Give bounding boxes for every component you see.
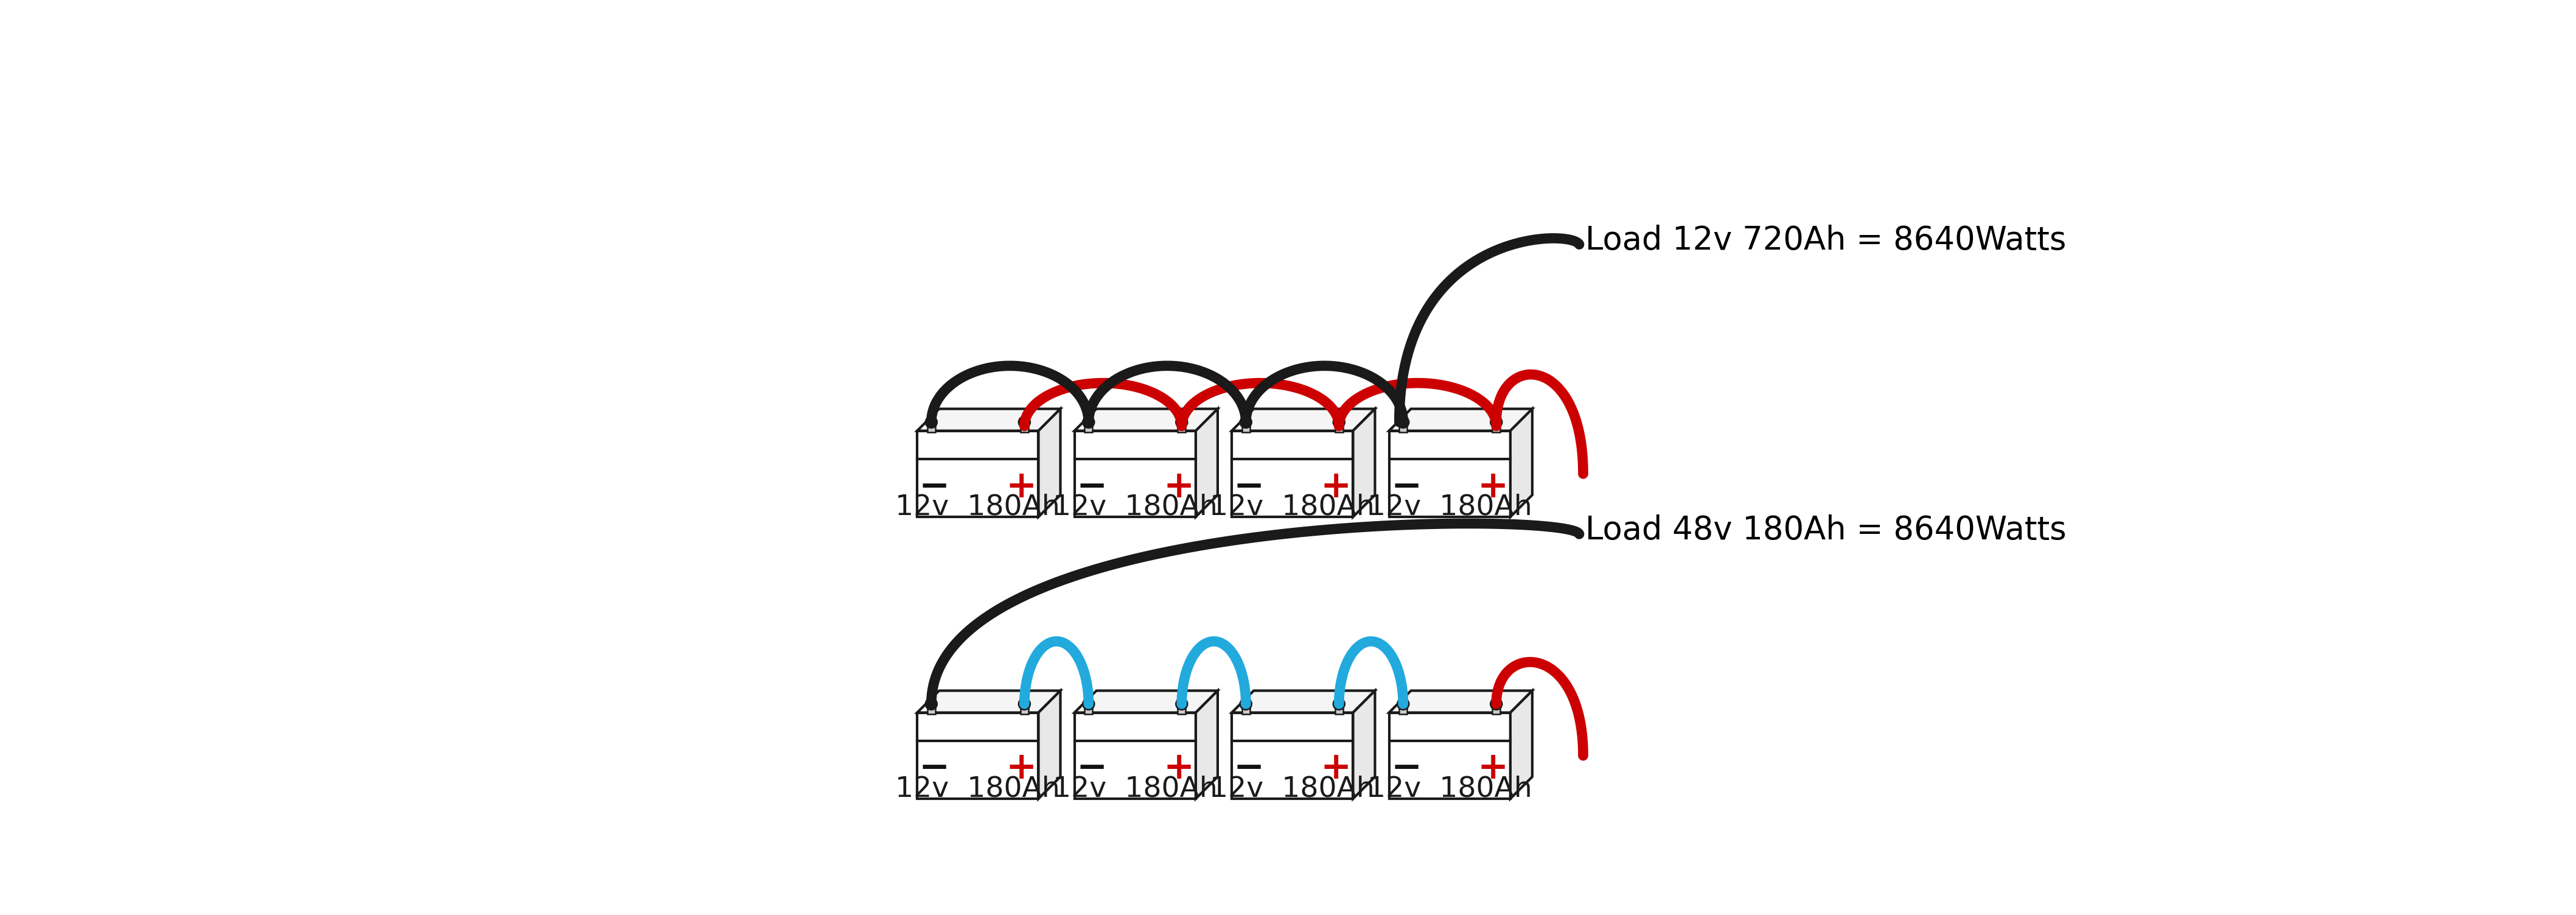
Polygon shape: [1510, 409, 1533, 517]
FancyBboxPatch shape: [927, 418, 935, 432]
Text: +: +: [1479, 468, 1510, 505]
FancyBboxPatch shape: [1020, 700, 1028, 714]
Text: −: −: [1391, 468, 1422, 505]
Text: −: −: [1391, 750, 1422, 787]
FancyBboxPatch shape: [1177, 700, 1185, 714]
Text: +: +: [1005, 468, 1038, 505]
Polygon shape: [917, 713, 1038, 799]
Polygon shape: [1195, 409, 1218, 517]
Text: 12v  180Ah: 12v 180Ah: [1211, 776, 1376, 803]
Text: Load 48v 180Ah = 8640Watts: Load 48v 180Ah = 8640Watts: [1584, 514, 2066, 546]
Text: +: +: [1321, 468, 1352, 505]
FancyBboxPatch shape: [927, 700, 935, 714]
Text: 12v  180Ah: 12v 180Ah: [1368, 776, 1533, 803]
Text: 12v  180Ah: 12v 180Ah: [1054, 494, 1218, 522]
Polygon shape: [1231, 409, 1376, 431]
Text: −: −: [920, 468, 951, 505]
FancyBboxPatch shape: [1334, 418, 1342, 432]
Text: 12v  180Ah: 12v 180Ah: [896, 494, 1061, 522]
Polygon shape: [1195, 691, 1218, 799]
FancyBboxPatch shape: [1399, 700, 1406, 714]
FancyBboxPatch shape: [1492, 418, 1499, 432]
Polygon shape: [1510, 691, 1533, 799]
FancyBboxPatch shape: [1334, 700, 1342, 714]
Text: 12v  180Ah: 12v 180Ah: [1054, 776, 1218, 803]
Text: +: +: [1479, 750, 1510, 787]
Text: +: +: [1162, 468, 1195, 505]
Polygon shape: [1231, 431, 1352, 517]
FancyBboxPatch shape: [1399, 418, 1406, 432]
Text: −: −: [920, 750, 951, 787]
FancyBboxPatch shape: [1084, 700, 1092, 714]
Text: +: +: [1321, 750, 1352, 787]
Text: −: −: [1234, 468, 1265, 505]
Text: +: +: [1162, 750, 1195, 787]
Polygon shape: [1074, 431, 1195, 517]
Polygon shape: [917, 409, 1061, 431]
Polygon shape: [1038, 409, 1061, 517]
Polygon shape: [1038, 691, 1061, 799]
FancyBboxPatch shape: [1177, 418, 1185, 432]
FancyBboxPatch shape: [1242, 418, 1249, 432]
Text: 12v  180Ah: 12v 180Ah: [896, 776, 1061, 803]
Text: −: −: [1234, 750, 1265, 787]
Text: 12v  180Ah: 12v 180Ah: [1211, 494, 1376, 522]
FancyBboxPatch shape: [1084, 418, 1092, 432]
Polygon shape: [1388, 431, 1510, 517]
Polygon shape: [917, 431, 1038, 517]
Polygon shape: [1388, 713, 1510, 799]
Text: +: +: [1005, 750, 1038, 787]
Polygon shape: [1231, 691, 1376, 713]
Text: −: −: [1077, 468, 1108, 505]
Polygon shape: [1231, 713, 1352, 799]
Polygon shape: [1074, 409, 1218, 431]
Polygon shape: [1352, 409, 1376, 517]
Polygon shape: [1352, 691, 1376, 799]
Text: Load 12v 720Ah = 8640Watts: Load 12v 720Ah = 8640Watts: [1584, 225, 2066, 256]
Polygon shape: [1074, 691, 1218, 713]
Polygon shape: [1074, 713, 1195, 799]
Text: −: −: [1077, 750, 1108, 787]
FancyBboxPatch shape: [1020, 418, 1028, 432]
Text: 12v  180Ah: 12v 180Ah: [1368, 494, 1533, 522]
FancyBboxPatch shape: [1492, 700, 1499, 714]
Polygon shape: [1388, 409, 1533, 431]
Polygon shape: [917, 691, 1061, 713]
Polygon shape: [1388, 691, 1533, 713]
FancyBboxPatch shape: [1242, 700, 1249, 714]
